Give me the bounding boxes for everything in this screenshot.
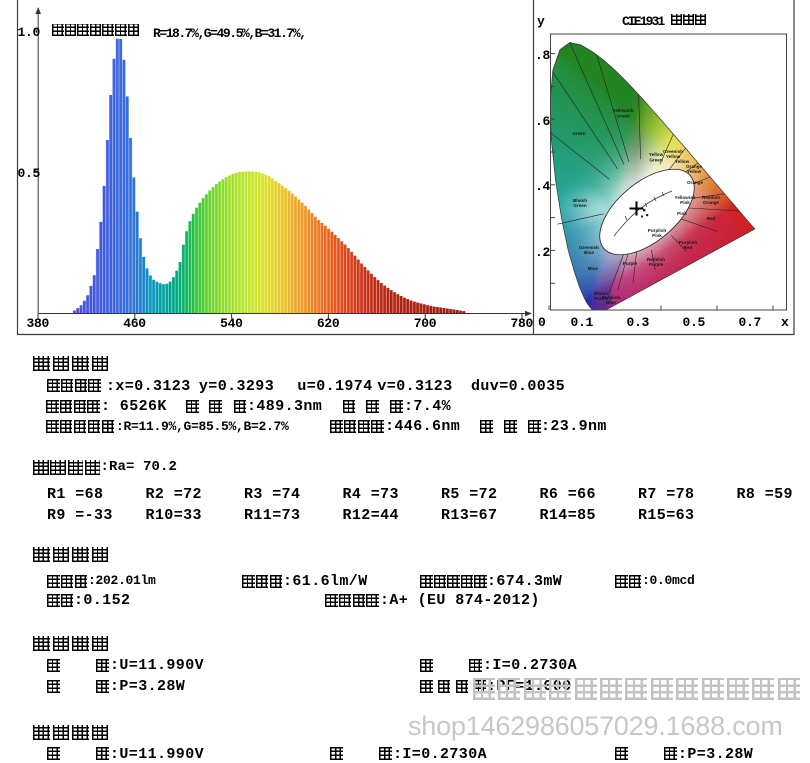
svg-text:Purple: Purple (623, 261, 638, 266)
svg-text:Purplish: Purplish (679, 240, 698, 245)
svg-text:Yellow: Yellow (649, 152, 664, 157)
svg-text:Orange: Orange (687, 180, 704, 185)
svg-text:Bluish: Bluish (573, 198, 587, 203)
svg-text:Pink: Pink (677, 211, 687, 216)
svg-text:Blue: Blue (606, 300, 616, 305)
svg-text:Greenish: Greenish (579, 245, 599, 250)
svg-text:Greenish: Greenish (663, 149, 683, 154)
svg-text:Orange: Orange (686, 164, 703, 169)
svg-text:Purple: Purple (649, 262, 664, 267)
svg-text:Yellowish: Yellowish (675, 195, 696, 200)
svg-text:Orange: Orange (703, 200, 720, 205)
svg-text:Reddish: Reddish (702, 195, 720, 200)
svg-text:Green: Green (616, 114, 629, 119)
svg-text:Purple: Purple (594, 296, 609, 301)
svg-text:Bluish: Bluish (594, 291, 608, 296)
svg-text:Yellow: Yellow (666, 154, 681, 159)
svg-text:Reddish: Reddish (647, 257, 665, 262)
svg-text:Yellowish: Yellowish (613, 108, 634, 113)
svg-text:Blue: Blue (584, 250, 594, 255)
svg-text:Green: Green (572, 131, 585, 136)
svg-text:Green: Green (573, 203, 586, 208)
svg-text:Yellow: Yellow (675, 159, 690, 164)
svg-text:Blue: Blue (588, 266, 598, 271)
svg-text:Red: Red (707, 216, 716, 221)
svg-text:Purplish: Purplish (602, 295, 621, 300)
svg-text:Red: Red (684, 245, 693, 250)
svg-text:Green: Green (649, 158, 662, 163)
svg-text:Pink: Pink (652, 233, 662, 238)
svg-text:Pink: Pink (680, 200, 690, 205)
svg-text:Yellow: Yellow (687, 169, 702, 174)
svg-text:Purplish: Purplish (648, 228, 667, 233)
